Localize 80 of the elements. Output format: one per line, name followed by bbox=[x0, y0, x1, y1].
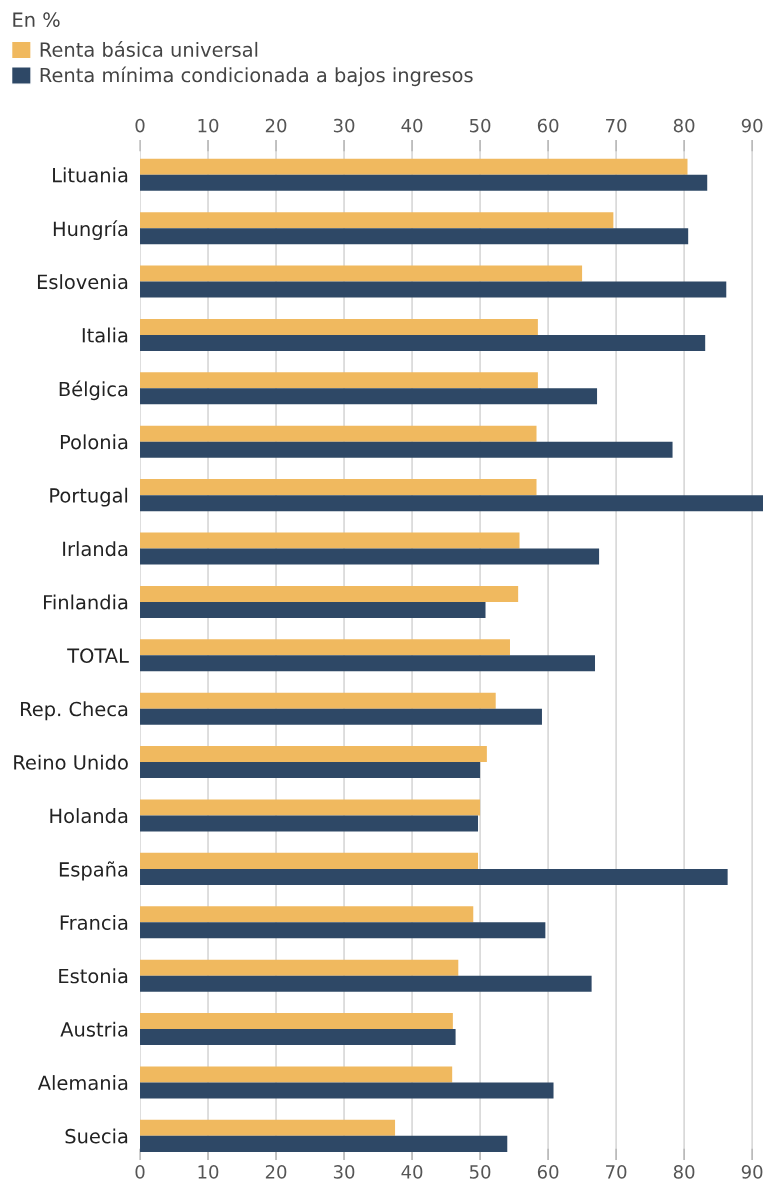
bar bbox=[140, 815, 479, 832]
bar bbox=[140, 212, 614, 229]
bar bbox=[140, 532, 520, 549]
x2-tick-label: 60 bbox=[537, 118, 559, 133]
bar bbox=[140, 655, 596, 672]
x-tick-label: 50 bbox=[469, 1165, 491, 1179]
x-tick-label: 40 bbox=[401, 1165, 423, 1179]
y-tick-label: TOTAL bbox=[67, 648, 129, 663]
x2-tick-label: 30 bbox=[333, 118, 355, 133]
bar bbox=[140, 852, 479, 869]
bar bbox=[140, 868, 728, 885]
y-tick-label: España bbox=[59, 861, 128, 881]
y-tick-label: Reino Unido bbox=[14, 754, 128, 770]
bar bbox=[140, 762, 481, 779]
y-tick-label: Lituania bbox=[53, 167, 128, 183]
bar bbox=[140, 708, 542, 725]
bar bbox=[140, 585, 519, 602]
y-tick-label: Irlanda bbox=[63, 541, 128, 557]
bar bbox=[140, 495, 763, 512]
y-tick-label: Italia bbox=[82, 327, 128, 343]
bar bbox=[140, 1029, 456, 1046]
y-tick-label: Holanda bbox=[50, 808, 128, 824]
bar bbox=[140, 975, 592, 992]
bar bbox=[140, 601, 486, 618]
x-tick-label: 90 bbox=[741, 1165, 763, 1179]
bar bbox=[140, 425, 537, 442]
y-tick-label: Eslovenia bbox=[37, 274, 128, 290]
bar bbox=[140, 265, 583, 282]
bar bbox=[140, 799, 481, 816]
y-tick-label: Bélgica bbox=[59, 380, 128, 401]
bar bbox=[140, 548, 600, 565]
x-tick-label: 30 bbox=[333, 1165, 355, 1179]
bar bbox=[140, 922, 546, 939]
bar bbox=[140, 228, 689, 245]
x2-tick-label: 90 bbox=[741, 118, 763, 133]
y-tick-label: Portugal bbox=[50, 487, 128, 507]
bar bbox=[140, 388, 598, 405]
y-tick-label: Austria bbox=[60, 1021, 128, 1037]
y-tick-label: Suecia bbox=[65, 1128, 128, 1144]
bar bbox=[140, 1119, 396, 1136]
x2-tick-label: 10 bbox=[198, 118, 219, 133]
x2-tick-label: 70 bbox=[606, 118, 627, 133]
bar bbox=[140, 959, 459, 976]
x-tick-label: 10 bbox=[198, 1165, 219, 1179]
bar bbox=[140, 174, 708, 191]
y-tick-label: Polonia bbox=[60, 434, 128, 450]
legend-label: Renta mínima condicionada a bajos ingresos bbox=[40, 66, 473, 87]
x-tick-label: 0 bbox=[135, 1165, 145, 1179]
y-tick-label: Rep. Checa bbox=[21, 701, 128, 721]
y-tick-label: Finlandia bbox=[44, 594, 128, 610]
bar bbox=[140, 372, 538, 389]
bar bbox=[140, 281, 727, 298]
bar bbox=[140, 692, 496, 709]
x-tick-label: 70 bbox=[606, 1165, 627, 1179]
bar bbox=[140, 441, 673, 458]
x-tick-label: 80 bbox=[673, 1165, 695, 1179]
y-tick-label: Alemania bbox=[37, 1075, 128, 1091]
y-tick-label: Francia bbox=[60, 914, 128, 930]
bar bbox=[140, 158, 688, 175]
bar bbox=[140, 746, 487, 763]
bar bbox=[140, 334, 706, 351]
x-tick-label: 20 bbox=[265, 1165, 287, 1179]
bar bbox=[140, 639, 510, 656]
x-tick-label: 60 bbox=[537, 1165, 559, 1179]
text: En % bbox=[13, 12, 60, 28]
y-tick-label: Estonia bbox=[59, 968, 128, 984]
bar bbox=[140, 1135, 508, 1152]
bar bbox=[140, 1066, 453, 1083]
bar bbox=[140, 906, 474, 923]
x2-tick-label: 80 bbox=[673, 118, 695, 133]
x2-tick-label: 0 bbox=[135, 118, 145, 133]
bar bbox=[140, 1013, 453, 1030]
bar bbox=[140, 1082, 554, 1099]
legend-label: Renta básica universal bbox=[40, 41, 258, 57]
bar bbox=[140, 479, 537, 496]
x2-tick-label: 20 bbox=[265, 118, 287, 133]
y-tick-label: Hungría bbox=[53, 220, 128, 240]
x2-tick-label: 40 bbox=[401, 118, 423, 133]
x2-tick-label: 50 bbox=[469, 118, 491, 133]
bar bbox=[140, 318, 538, 335]
